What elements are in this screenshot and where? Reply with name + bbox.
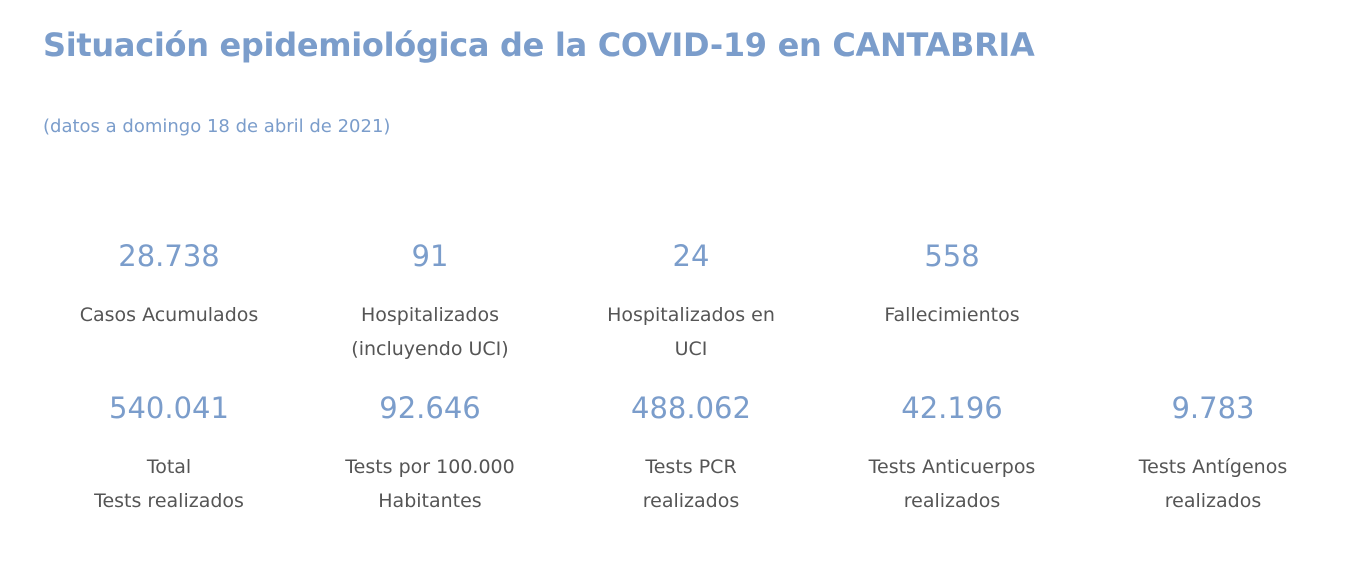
stat-label: Tests por 100.000 Habitantes <box>345 456 515 512</box>
stat-card: 24 Hospitalizados en UCI <box>566 238 816 366</box>
data-date-subtitle: (datos a domingo 18 de abril de 2021) <box>43 116 391 137</box>
stat-value: 28.738 <box>118 239 220 273</box>
stat-card: 540.041 Total Tests realizados <box>44 390 294 518</box>
stat-label: Total Tests realizados <box>94 456 244 512</box>
stat-card: 42.196 Tests Anticuerpos realizados <box>827 390 1077 518</box>
stat-label: Tests Anticuerpos realizados <box>868 456 1036 512</box>
stat-label: Casos Acumulados <box>79 304 259 326</box>
stat-card: 92.646 Tests por 100.000 Habitantes <box>305 390 555 518</box>
stat-value: 540.041 <box>109 391 229 425</box>
stat-value: 91 <box>411 239 449 273</box>
page-title: Situación epidemiológica de la COVID-19 … <box>43 26 1035 64</box>
stat-label: Tests PCR realizados <box>642 456 740 512</box>
stat-card: 558 Fallecimientos <box>827 238 1077 332</box>
stat-value: 24 <box>672 239 710 273</box>
stat-value: 558 <box>924 239 980 273</box>
stat-card: 91 Hospitalizados (incluyendo UCI) <box>305 238 555 366</box>
stat-value: 488.062 <box>631 391 751 425</box>
stat-card: 488.062 Tests PCR realizados <box>566 390 816 518</box>
stat-value: 92.646 <box>379 391 481 425</box>
stat-value: 42.196 <box>901 391 1003 425</box>
stat-label: Hospitalizados (incluyendo UCI) <box>351 304 509 360</box>
stat-label: Tests Antígenos realizados <box>1138 456 1288 512</box>
stat-value: 9.783 <box>1171 391 1255 425</box>
stat-card: 9.783 Tests Antígenos realizados <box>1088 390 1338 518</box>
stat-card: 28.738 Casos Acumulados <box>44 238 294 332</box>
stat-label: Hospitalizados en UCI <box>607 304 775 360</box>
stat-label: Fallecimientos <box>884 304 1020 326</box>
